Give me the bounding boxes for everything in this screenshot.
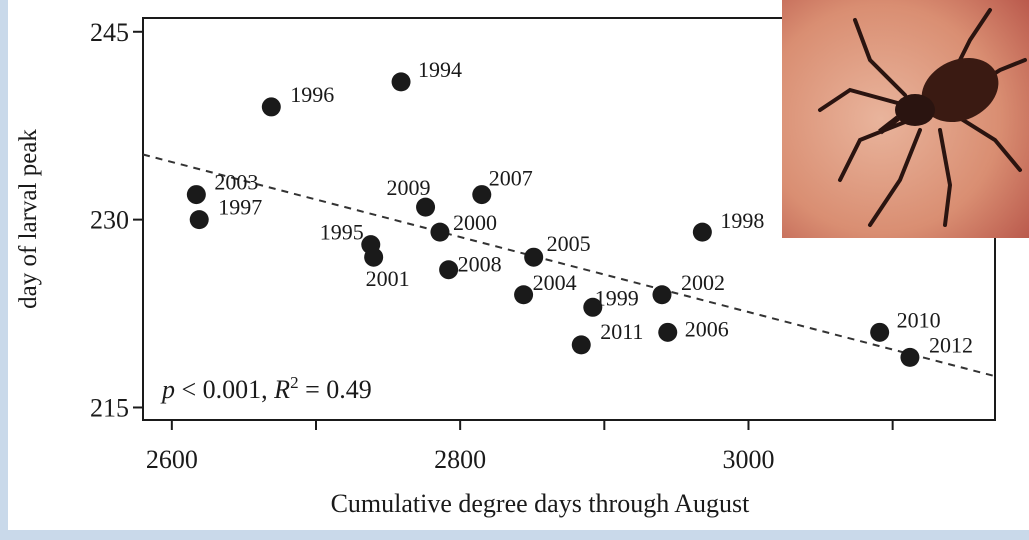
point-label: 2007 bbox=[489, 166, 533, 191]
x-axis-label: Cumulative degree days through August bbox=[331, 489, 751, 518]
annotation: p < 0.001, R2 = 0.49 bbox=[160, 373, 372, 404]
point-label: 2006 bbox=[685, 316, 729, 341]
point-label: 1996 bbox=[290, 82, 334, 107]
point bbox=[261, 97, 281, 117]
point-label: 1994 bbox=[418, 57, 462, 82]
point bbox=[416, 197, 436, 217]
annotation-part: < 0.001, bbox=[175, 375, 274, 404]
point-label: 2010 bbox=[897, 307, 941, 332]
point-label: 1997 bbox=[218, 195, 262, 220]
y-tick-label: 245 bbox=[90, 18, 129, 47]
point-label: 2005 bbox=[547, 231, 591, 256]
point bbox=[524, 247, 544, 267]
point bbox=[364, 247, 384, 267]
point bbox=[571, 335, 591, 355]
point-label: 2003 bbox=[214, 170, 258, 195]
point-label: 1999 bbox=[595, 285, 639, 310]
frame-left bbox=[0, 0, 8, 540]
tick-photo bbox=[782, 0, 1029, 238]
point bbox=[430, 222, 450, 242]
point bbox=[870, 322, 890, 342]
point bbox=[514, 285, 534, 305]
x-tick-label: 2800 bbox=[434, 445, 486, 474]
x-tick-label: 2600 bbox=[146, 445, 198, 474]
point bbox=[439, 260, 459, 280]
annotation-part: R bbox=[273, 375, 290, 404]
point bbox=[658, 322, 678, 342]
point bbox=[692, 222, 712, 242]
point bbox=[652, 285, 672, 305]
point-label: 2000 bbox=[453, 210, 497, 235]
y-tick-label: 230 bbox=[90, 206, 129, 235]
annotation-part: = 0.49 bbox=[299, 375, 372, 404]
point bbox=[189, 210, 209, 230]
point bbox=[391, 72, 411, 92]
point bbox=[583, 297, 603, 317]
point-label: 2004 bbox=[533, 270, 577, 295]
point-label: 2001 bbox=[366, 266, 410, 291]
point bbox=[472, 185, 492, 205]
frame-bottom bbox=[0, 530, 1029, 540]
point-label: 2011 bbox=[600, 319, 643, 344]
annotation-part: 2 bbox=[290, 373, 299, 392]
point-label: 2009 bbox=[387, 175, 431, 200]
annotation-part: p bbox=[160, 375, 175, 404]
y-axis-label: day of larval peak bbox=[15, 129, 42, 309]
point bbox=[186, 185, 206, 205]
point-label: 2008 bbox=[458, 252, 502, 277]
point-label: 1995 bbox=[320, 220, 364, 245]
y-tick-label: 215 bbox=[90, 393, 129, 422]
point-label: 1998 bbox=[720, 208, 764, 233]
point bbox=[900, 347, 920, 367]
point-label: 2002 bbox=[681, 270, 725, 295]
x-tick-label: 3000 bbox=[722, 445, 774, 474]
trend-line bbox=[142, 153, 996, 378]
point-label: 2012 bbox=[929, 332, 973, 357]
